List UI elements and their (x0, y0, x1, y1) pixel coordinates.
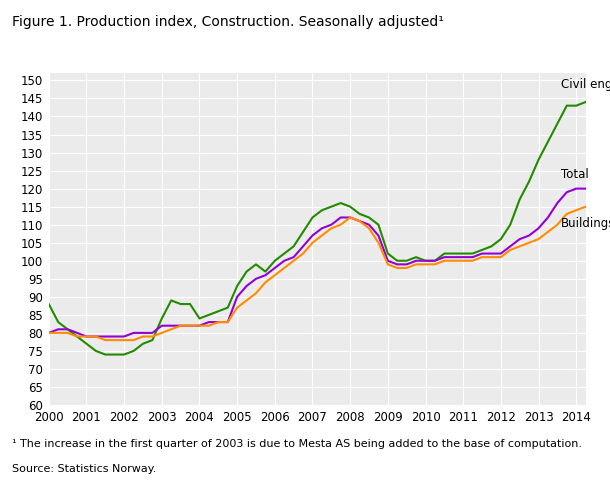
Text: Buildings: Buildings (561, 218, 610, 230)
Text: ¹ The increase in the first quarter of 2003 is due to Mesta AS being added to th: ¹ The increase in the first quarter of 2… (12, 439, 582, 449)
Text: Total: Total (561, 168, 589, 182)
Text: Figure 1. Production index, Construction. Seasonally adjusted¹: Figure 1. Production index, Construction… (12, 15, 444, 29)
Text: Source: Statistics Norway.: Source: Statistics Norway. (12, 464, 157, 473)
Text: Civil engineering works: Civil engineering works (561, 78, 610, 91)
